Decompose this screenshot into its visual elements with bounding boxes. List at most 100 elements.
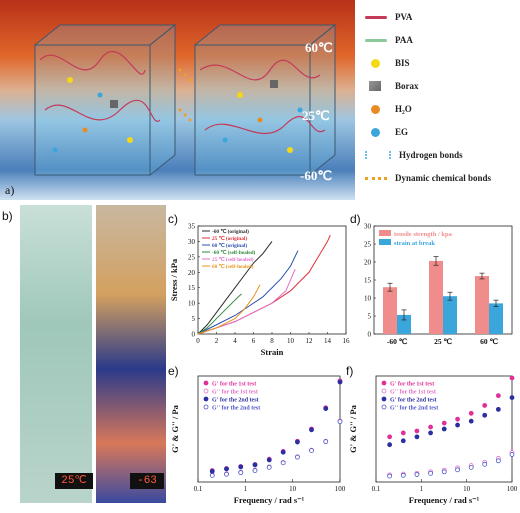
y-tick-label: 15 xyxy=(364,277,372,285)
data-point xyxy=(482,461,488,467)
data-point xyxy=(209,473,215,478)
data-point xyxy=(238,464,244,470)
dot-icon xyxy=(371,58,380,68)
legend-label: tensile strength / kpa xyxy=(394,231,453,238)
legend-label: 60 ℃ (original) xyxy=(212,242,247,249)
cube-icon xyxy=(369,81,381,91)
y-tick-label: 0 xyxy=(368,331,372,339)
legend-item: PVA xyxy=(365,8,412,26)
data-point xyxy=(387,434,393,440)
panel-a: 60℃ 25℃ -60℃ a) PVA PAA BIS Borax H₂O EG Hydro… xyxy=(0,0,520,200)
legend-label: G'' for the 2nd test xyxy=(212,406,260,412)
data-point xyxy=(495,393,501,399)
legend-label: Hydrogen bonds xyxy=(399,150,463,160)
data-point xyxy=(252,462,258,468)
y-tick-label: 0 xyxy=(192,331,196,339)
y-axis-label: G' & G'' / Pa xyxy=(170,404,180,452)
legend-label: PAA xyxy=(395,35,413,45)
x-tick-label: 6 xyxy=(252,337,256,345)
data-point xyxy=(280,460,286,466)
data-point xyxy=(482,412,488,418)
chart-e: 0.1 1 10 100 Frequency / rad s⁻¹ G' & G'' / P… xyxy=(170,375,346,505)
temp-label-room: 25℃ xyxy=(302,108,330,123)
legend-item: BIS xyxy=(365,54,410,72)
bar xyxy=(443,296,457,334)
data-point xyxy=(509,452,515,457)
data-point xyxy=(428,470,433,476)
legend-marker xyxy=(381,380,387,386)
panel-label-e: e) xyxy=(168,364,179,378)
data-point xyxy=(455,416,460,422)
x-tick-label: 0.1 xyxy=(194,485,203,493)
network-cube-right xyxy=(193,23,337,177)
data-point xyxy=(495,406,501,412)
legend-label: 25 ℃ (original) xyxy=(212,235,247,242)
legend-label: G' for the 2nd test xyxy=(390,398,437,404)
data-point xyxy=(468,410,474,416)
data-point xyxy=(238,470,244,476)
legend-marker xyxy=(203,404,209,410)
category-label: 60 ℃ xyxy=(480,337,498,346)
schematic-illustration: 60℃ 25℃ -60℃ a) xyxy=(0,0,355,200)
data-point xyxy=(209,469,215,474)
chart-d: 0 5 10 15 20 25 30 -60 ℃ 25 ℃ 60 ℃ tensile strengt… xyxy=(364,223,513,346)
data-point xyxy=(400,472,406,478)
legend-item: PAA xyxy=(365,31,413,49)
x-tick-label: 10 xyxy=(287,337,295,345)
data-point xyxy=(387,473,393,479)
y-tick-label: 10 xyxy=(188,300,196,308)
x-axis-label: Frequency / rad s⁻¹ xyxy=(234,495,305,505)
bar xyxy=(475,276,489,334)
legend-label: G' for the 2nd test xyxy=(212,398,259,404)
data-point xyxy=(400,430,406,436)
data-point xyxy=(428,430,433,436)
network-cube-left xyxy=(33,23,177,177)
wavy-line-icon xyxy=(365,15,387,19)
wavy-line-icon xyxy=(365,38,387,42)
data-point xyxy=(295,454,300,460)
legend-label: H₂O xyxy=(395,104,412,114)
data-point xyxy=(309,427,314,433)
data-point xyxy=(323,406,329,412)
legend-label: Dynamic chemical bonds xyxy=(395,173,492,183)
data-point xyxy=(337,419,343,425)
data-point xyxy=(414,472,420,477)
y-tick-label: 30 xyxy=(188,238,196,246)
legend-label: PVA xyxy=(395,12,413,22)
x-tick-label: 1 xyxy=(420,485,424,493)
x-tick-label: 0 xyxy=(196,337,200,345)
data-point xyxy=(455,467,460,473)
x-tick-label: 2 xyxy=(215,337,219,345)
data-point xyxy=(455,422,460,428)
legend-label: G'' for the 1st test xyxy=(390,390,436,396)
data-point xyxy=(441,426,447,432)
series-line xyxy=(197,284,261,335)
x-tick-label: 100 xyxy=(507,485,518,493)
legend-item: Borax xyxy=(365,77,419,95)
x-tick-label: 0.1 xyxy=(372,485,381,493)
panel-label-c: c) xyxy=(168,212,178,226)
legend-label: 60 ℃ (self-healed) xyxy=(212,263,254,270)
x-tick-label: 1 xyxy=(244,485,248,493)
legend-label: EG xyxy=(395,127,409,137)
temperature-readout-cold: -63 xyxy=(130,473,164,489)
y-tick-label: 25 xyxy=(188,253,196,261)
legend-swatch xyxy=(379,230,391,236)
dot-icon xyxy=(371,127,380,137)
x-tick-label: 14 xyxy=(324,337,332,345)
y-tick-label: 25 xyxy=(364,241,372,249)
y-tick-label: 5 xyxy=(368,313,372,321)
legend-swatch xyxy=(379,239,391,245)
temp-label-hot: 60℃ xyxy=(305,40,333,55)
y-axis-label: Stress / kPa xyxy=(169,258,179,301)
plot-frame xyxy=(375,375,513,483)
data-point xyxy=(280,449,286,455)
bar xyxy=(489,303,503,334)
x-tick-label: 12 xyxy=(306,337,314,345)
panel-b: 25℃ -63 b) xyxy=(0,205,168,513)
y-tick-label: 5 xyxy=(192,315,196,323)
data-point xyxy=(414,428,420,434)
data-point xyxy=(266,464,272,470)
legend-item: Hydrogen bonds xyxy=(365,146,463,164)
data-point xyxy=(224,471,229,477)
